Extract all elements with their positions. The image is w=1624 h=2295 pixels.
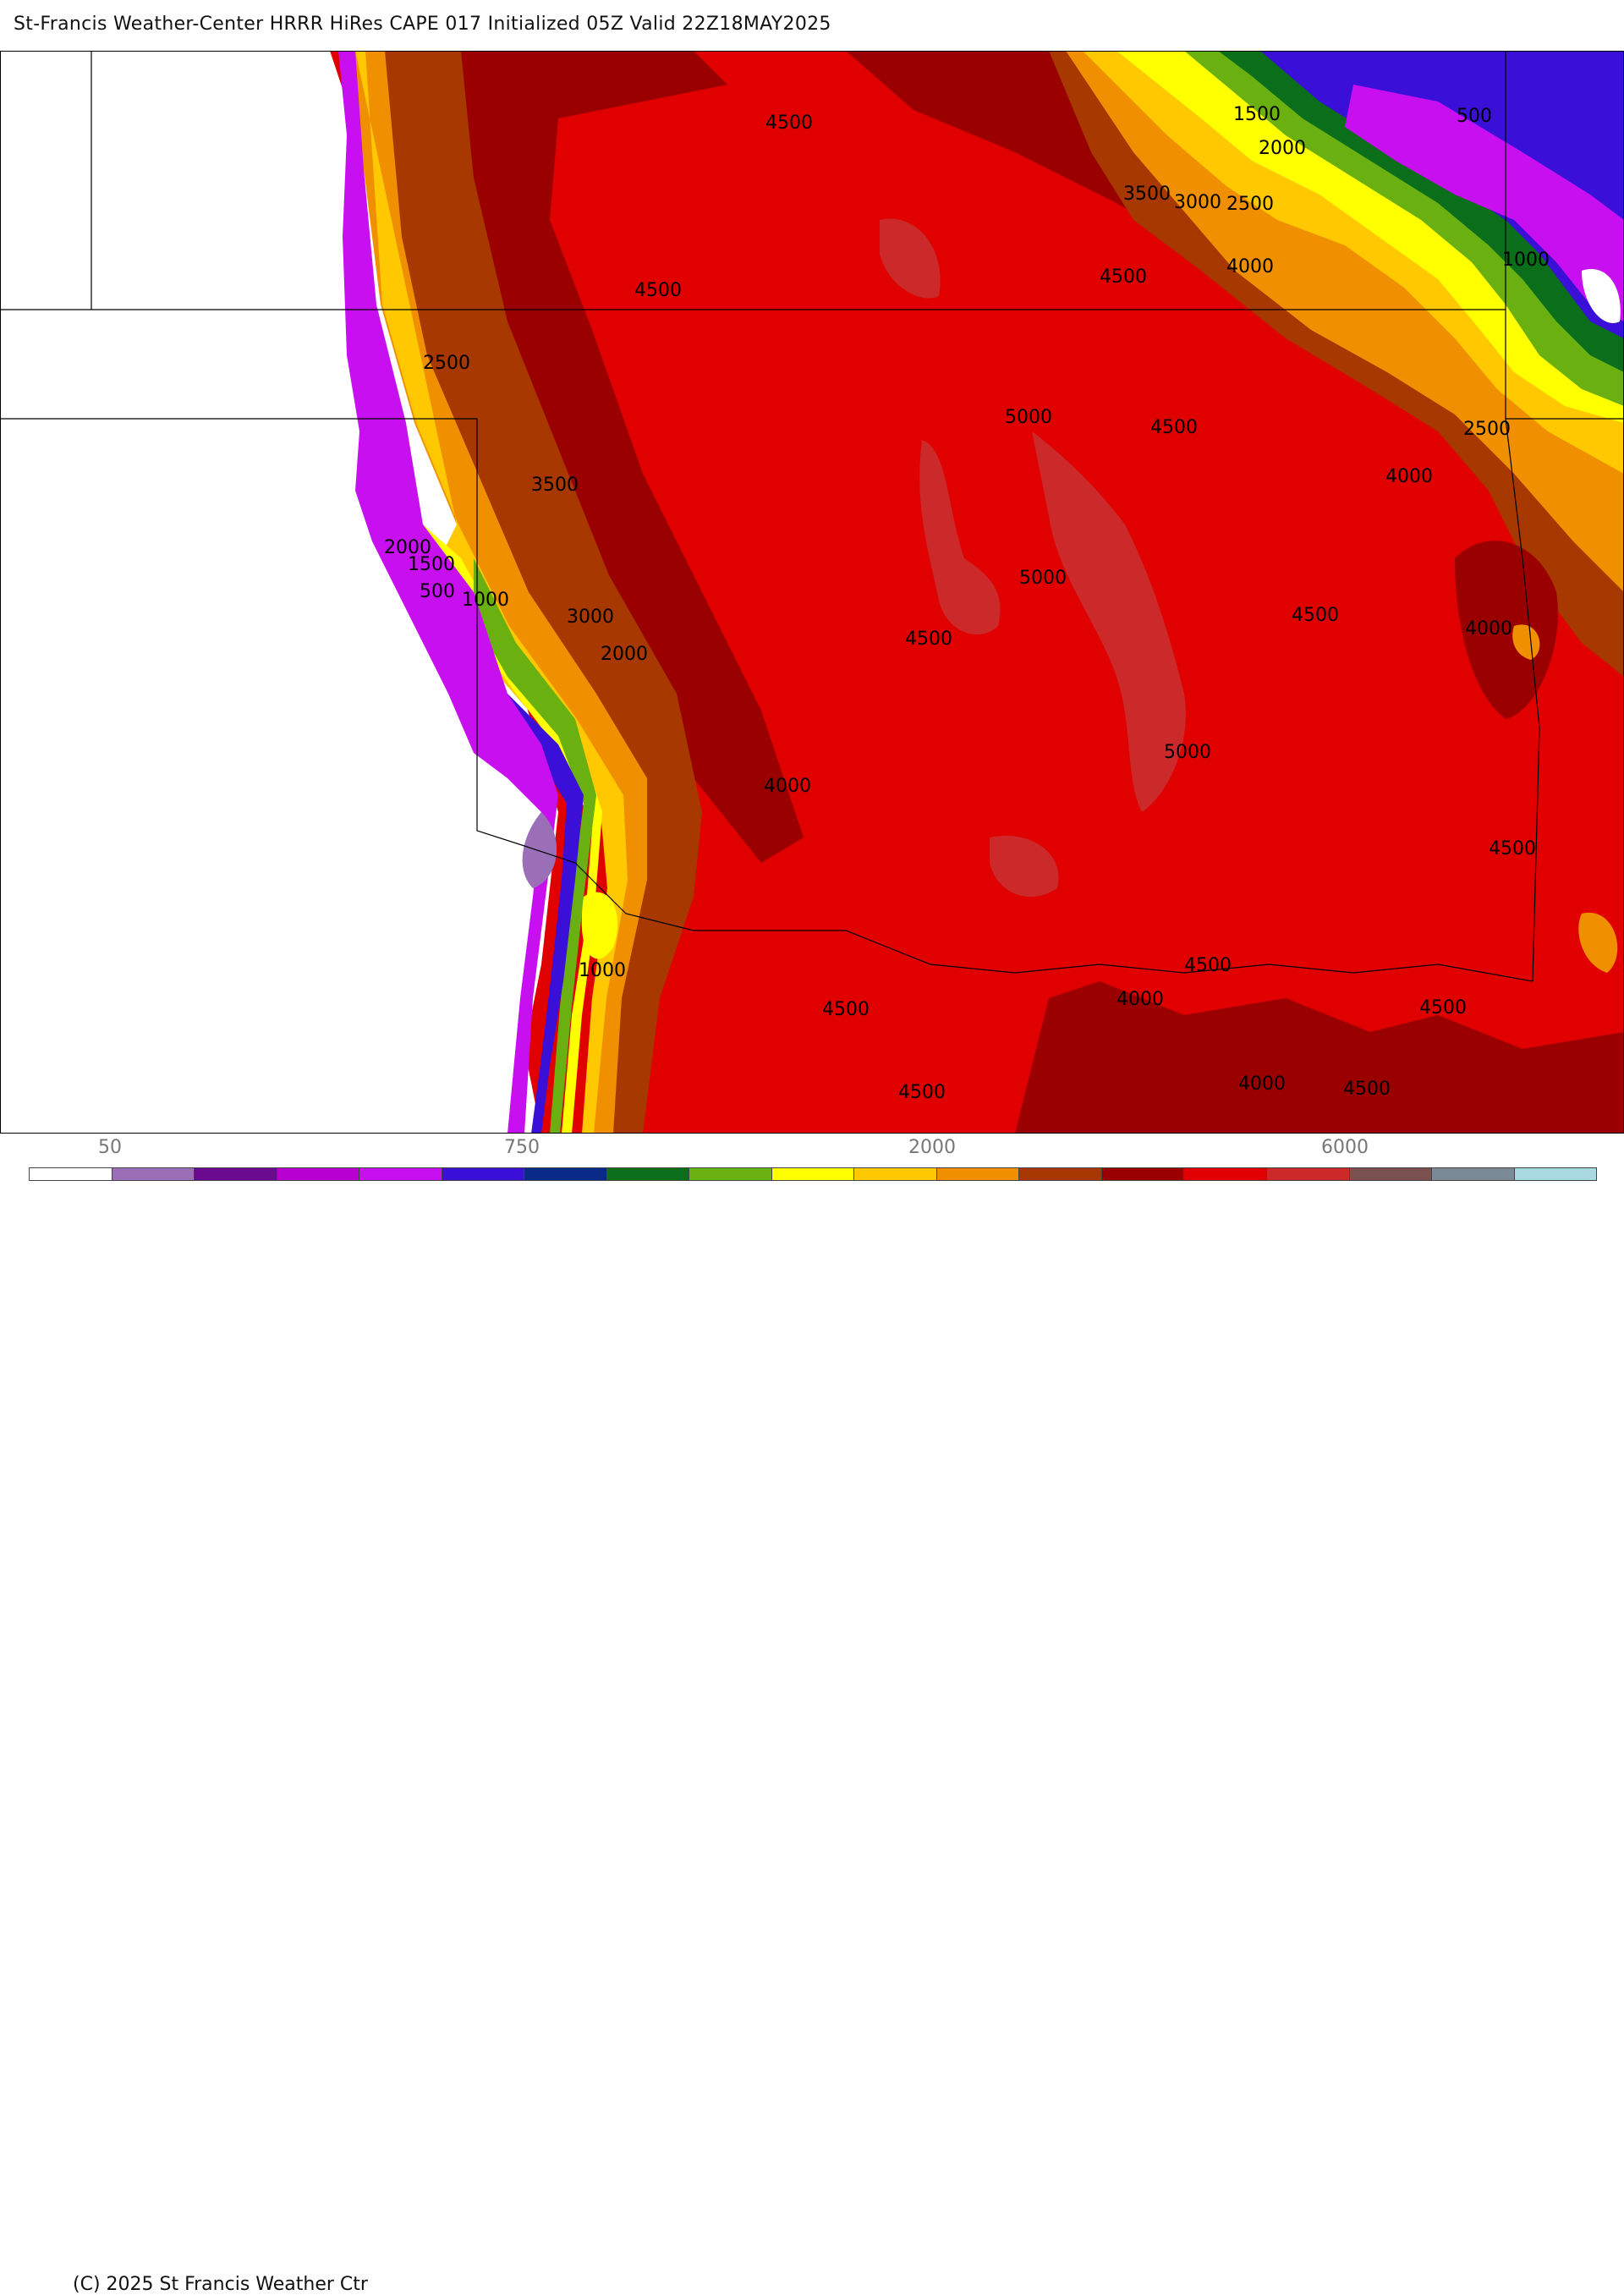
contour-label: 3500 xyxy=(1123,184,1171,205)
colorbar-tick-label: 2000 xyxy=(908,1137,956,1158)
colorbar-swatch xyxy=(689,1168,772,1180)
contour-label: 4500 xyxy=(1343,1079,1391,1100)
contour-label: 2000 xyxy=(384,537,431,558)
colorbar-swatch xyxy=(30,1168,112,1180)
cape-patch-5000-b xyxy=(1032,431,1186,812)
colorbar-swatch xyxy=(1019,1168,1102,1180)
contour-label: 4500 xyxy=(1489,838,1536,859)
contour-label: 1500 xyxy=(1233,104,1281,125)
cape-band-250-east xyxy=(1345,85,1624,321)
contour-label: 2000 xyxy=(1259,138,1306,159)
contour-label: 2500 xyxy=(1226,194,1274,215)
colorbar-swatch xyxy=(1432,1168,1515,1180)
cape-band-250-west xyxy=(338,51,558,1134)
contour-label: 2000 xyxy=(601,644,648,665)
contour-label: 1500 xyxy=(408,554,455,575)
cape-patch-5000-a xyxy=(919,440,1001,634)
contour-label: 2500 xyxy=(423,353,470,374)
cape-band-2000-west xyxy=(355,51,628,1134)
contour-label: 4000 xyxy=(1116,989,1164,1010)
contour-label: 5000 xyxy=(1019,568,1067,589)
colorbar-swatch xyxy=(1184,1168,1267,1180)
cape-blob-purple-coast xyxy=(522,812,557,888)
colorbar-swatch xyxy=(277,1168,360,1180)
colorbar-swatch xyxy=(771,1168,855,1180)
colorbar-swatch xyxy=(195,1168,277,1180)
cape-spot-east-1 xyxy=(1512,624,1540,660)
contour-label: 4500 xyxy=(1100,266,1147,288)
colorbar-tick-label: 750 xyxy=(504,1137,540,1158)
colorbar-swatch xyxy=(1349,1168,1433,1180)
colorbar-swatch xyxy=(936,1168,1020,1180)
contour-label: 1000 xyxy=(1502,250,1550,271)
cape-band-500-west xyxy=(508,694,584,1134)
contour-label: 3000 xyxy=(1174,192,1221,213)
copyright-text: (C) 2025 St Francis Weather Ctr xyxy=(73,2274,368,2295)
cape-band-1000-west xyxy=(474,558,596,1134)
contour-label: 4500 xyxy=(822,999,870,1020)
contour-label: 4000 xyxy=(1238,1073,1286,1095)
cape-band-4000-west xyxy=(457,51,804,863)
contour-label: 5000 xyxy=(1164,742,1211,763)
contour-labels: 4500 4500 1500 500 2000 3500 3000 2500 4… xyxy=(384,104,1550,1103)
contour-label: 3000 xyxy=(567,607,614,628)
contour-label: 500 xyxy=(1457,106,1492,127)
state-boundaries xyxy=(0,51,1624,982)
cape-patch-5000-d xyxy=(990,836,1059,897)
colorbar-swatch xyxy=(359,1168,442,1180)
colorbar-tick-label: 6000 xyxy=(1321,1137,1369,1158)
contour-label: 1000 xyxy=(579,960,626,981)
map-title: St-Francis Weather-Center HRRR HiRes CAP… xyxy=(14,14,831,35)
cape-patch-4000-south xyxy=(1015,981,1624,1134)
colorbar-swatch xyxy=(854,1168,937,1180)
cape-patch-4000-east xyxy=(1455,541,1558,719)
contour-label: 4500 xyxy=(898,1082,946,1103)
colorbar-swatch xyxy=(524,1168,607,1180)
contour-label: 2500 xyxy=(1463,419,1511,440)
colorbar-swatch xyxy=(1514,1168,1597,1180)
cape-map: 4500 4500 1500 500 2000 3500 3000 2500 4… xyxy=(0,51,1624,1134)
cape-spot-east-2 xyxy=(1578,912,1618,973)
contour-label: 4500 xyxy=(1292,605,1339,626)
cape-blob-white-east xyxy=(1582,269,1621,323)
contour-label: 4500 xyxy=(765,113,813,134)
contour-label: 3500 xyxy=(531,475,579,496)
contour-label: 4000 xyxy=(1226,256,1274,277)
contour-label: 1000 xyxy=(462,590,509,611)
contour-label: 4500 xyxy=(634,280,682,301)
colorbar-swatch xyxy=(606,1168,690,1180)
cape-band-3000-west xyxy=(381,51,702,1134)
contour-label: 4500 xyxy=(1150,417,1198,438)
contour-label: 500 xyxy=(420,581,455,602)
cape-patch-5000-c xyxy=(880,218,941,299)
cape-blob-yellow-coast xyxy=(581,892,618,959)
contour-label: 4500 xyxy=(905,629,952,650)
contour-label: 4000 xyxy=(1465,618,1512,640)
colorbar-swatch xyxy=(112,1168,195,1180)
cape-band-2500-west xyxy=(338,51,647,1134)
colorbar-swatch xyxy=(1266,1168,1350,1180)
contour-label: 4500 xyxy=(1419,997,1467,1018)
contour-label: 5000 xyxy=(1005,407,1052,428)
contour-label: 4000 xyxy=(764,776,811,797)
colorbar-swatch xyxy=(442,1168,525,1180)
colorbar-tick-label: 50 xyxy=(98,1137,122,1158)
cape-band-500-east xyxy=(1260,51,1624,338)
contour-label: 4500 xyxy=(1184,955,1232,976)
contour-label: 4000 xyxy=(1385,466,1433,487)
colorbar-swatch xyxy=(1101,1168,1185,1180)
colorbar xyxy=(29,1167,1597,1181)
